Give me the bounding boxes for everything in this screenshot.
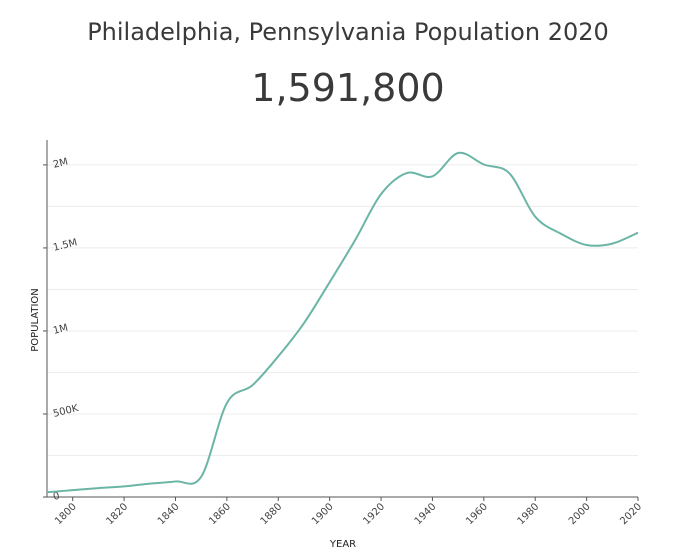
y-tick-label: 2M xyxy=(52,157,69,171)
chart-title: Philadelphia, Pennsylvania Population 20… xyxy=(87,18,609,46)
x-tick-label: 1860 xyxy=(207,501,233,527)
x-tick-label: 1980 xyxy=(516,501,542,527)
y-tick-label: 0 xyxy=(52,491,61,503)
axes xyxy=(43,140,639,501)
x-tick-label: 1920 xyxy=(361,501,387,527)
population-series-line xyxy=(46,151,639,494)
x-tick-label: 1840 xyxy=(156,501,182,527)
y-tick-label: 1M xyxy=(52,323,69,337)
x-tick-label: 1880 xyxy=(259,501,285,527)
y-tick-label: 500K xyxy=(52,403,80,420)
x-tick-label: 2000 xyxy=(567,501,593,527)
population-headline: 1,591,800 xyxy=(251,66,445,110)
x-tick-label: 1960 xyxy=(464,501,490,527)
tick-labels: 0 500K 1M 1.5M 2M 1800 1820 1840 1860 1880 1900 192… xyxy=(52,157,644,528)
y-axis-title: POPULATION xyxy=(30,288,41,352)
y-tick-label: 1.5M xyxy=(52,237,78,254)
x-tick-label: 2020 xyxy=(618,501,644,527)
grid-lines xyxy=(47,164,638,498)
x-axis-title: YEAR xyxy=(329,539,356,550)
x-tick-label: 1800 xyxy=(53,501,79,527)
x-tick-label: 1940 xyxy=(413,501,439,527)
x-tick-label: 1900 xyxy=(310,501,336,527)
x-tick-label: 1820 xyxy=(104,501,130,527)
